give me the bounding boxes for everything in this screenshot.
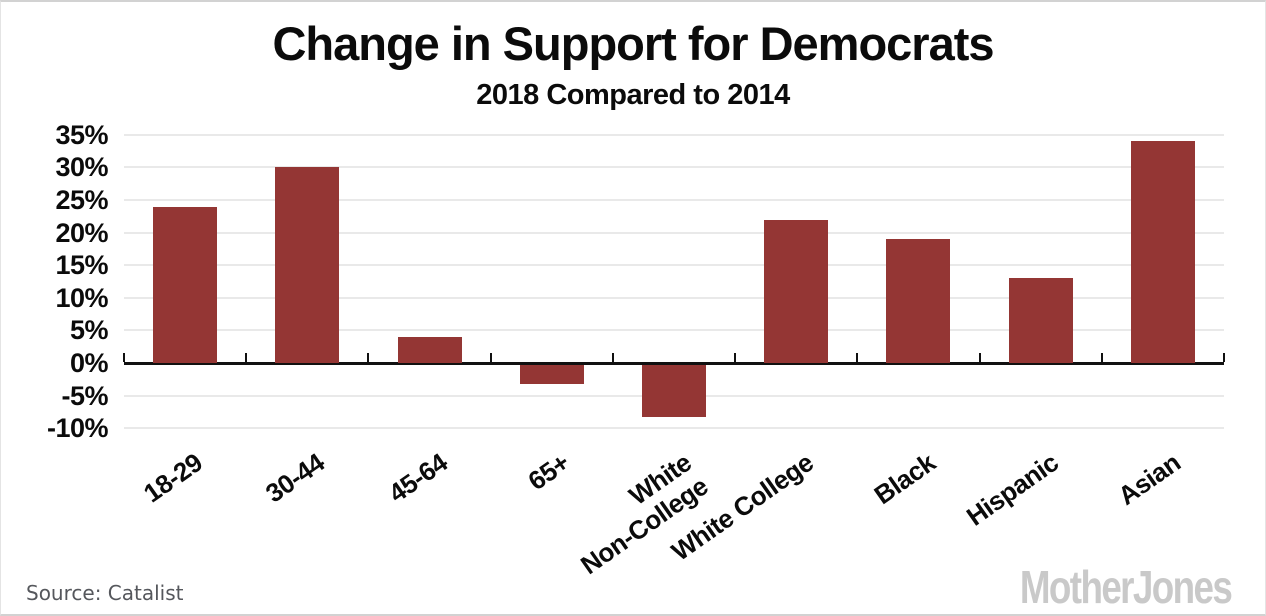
bar-hispanic — [1008, 278, 1073, 363]
bar-30-44 — [275, 167, 340, 363]
bar-65+ — [519, 364, 584, 385]
y-axis-tick-label: 20% — [55, 217, 108, 248]
x-axis-tick — [367, 352, 370, 362]
bar-white-non-college — [642, 364, 706, 417]
x-axis-tick — [123, 352, 125, 362]
y-axis-tick-label: 30% — [55, 152, 108, 183]
gridline — [124, 199, 1224, 201]
x-axis-tick — [611, 352, 614, 362]
y-axis-tick-label: 15% — [55, 250, 108, 281]
bar-black — [886, 239, 951, 363]
gridline — [124, 264, 1224, 267]
x-axis-tick — [245, 352, 248, 362]
y-axis-tick-label: 10% — [55, 282, 108, 313]
gridline — [124, 166, 1224, 169]
y-axis-tick-label: 5% — [69, 315, 109, 346]
bar-18-29 — [153, 206, 218, 363]
y-axis-tick-label: -10% — [46, 413, 109, 444]
x-axis-tick — [489, 352, 492, 362]
source-note: Source: Catalist — [26, 581, 184, 605]
y-axis-tick-label: 0% — [69, 348, 109, 378]
gridline — [124, 296, 1224, 299]
x-axis-tick — [856, 352, 859, 362]
bar-45-64 — [397, 336, 462, 363]
x-axis-tick — [978, 352, 981, 362]
x-axis-tick — [734, 352, 737, 362]
chart-title: Change in Support for Democrats — [272, 17, 994, 70]
x-axis-tick — [1100, 352, 1103, 362]
y-axis-tick-label: 35% — [55, 119, 108, 150]
x-axis-tick — [1223, 352, 1225, 362]
motherjones-logo: MotherJones — [1019, 561, 1233, 613]
gridline — [124, 427, 1224, 430]
bar-white-college — [764, 219, 829, 363]
gridline — [124, 329, 1224, 332]
x-axis-zero-line — [124, 361, 1224, 365]
bar-asian — [1130, 141, 1195, 363]
y-axis-tick-label: -5% — [61, 380, 108, 411]
y-axis-tick-label: 25% — [55, 185, 108, 215]
gridline — [124, 231, 1224, 234]
chart-subtitle: 2018 Compared to 2014 — [476, 79, 790, 111]
gridline — [124, 133, 1224, 136]
